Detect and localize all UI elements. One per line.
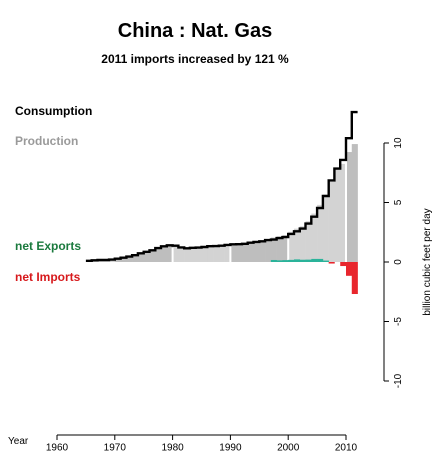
net-exports-bar-2006 <box>322 260 329 262</box>
y-tick-label-5: 5 <box>393 199 404 205</box>
x-tick-label-1970: 1970 <box>104 442 127 453</box>
production-bar-1996 <box>265 240 272 262</box>
net-exports-bar-1999 <box>282 260 289 262</box>
legend-production: Production <box>15 134 78 148</box>
chart-title: China : Nat. Gas <box>118 20 272 42</box>
x-tick-label-1990: 1990 <box>219 442 242 453</box>
plot-area <box>85 110 358 295</box>
production-bar-1992 <box>241 243 249 262</box>
production-bar-2001 <box>293 228 301 262</box>
production-bar-1973 <box>132 255 139 262</box>
production-bar-1969 <box>109 259 116 262</box>
chart-subtitle: 2011 imports increased by 121 % <box>101 52 289 66</box>
net-exports-bar-2003 <box>305 259 312 262</box>
net-exports-bar-2002 <box>299 259 306 262</box>
production-bar-1975 <box>143 251 150 262</box>
y-tick-label--5: -5 <box>393 317 404 326</box>
y-tick-label-10: 10 <box>393 137 404 149</box>
y-axis-label: billion cubic feet per day <box>422 208 433 315</box>
production-bar-1995 <box>259 241 266 262</box>
production-bar-1991 <box>236 244 243 262</box>
production-bar-1976 <box>149 250 156 262</box>
net-imports-bar-2010 <box>346 262 353 276</box>
net-imports-bar-2007 <box>328 262 335 264</box>
production-bar-1982 <box>184 248 191 262</box>
production-bar-1997 <box>270 237 277 262</box>
production-bar-2006 <box>322 194 329 262</box>
production-bar-1971 <box>120 257 127 262</box>
production-bar-2010 <box>346 152 353 262</box>
production-bar-1988 <box>218 245 225 262</box>
production-bar-1985 <box>201 247 208 262</box>
legend-net-imports: net Imports <box>15 270 81 284</box>
production-bar-1994 <box>253 241 260 262</box>
production-bar-1970 <box>114 258 121 262</box>
x-tick-label-2000: 2000 <box>277 442 300 453</box>
production-bar-2008 <box>334 168 341 262</box>
net-exports-bar-2005 <box>317 258 324 262</box>
production-bar-1978 <box>161 246 168 262</box>
net-exports-bar-1998 <box>276 260 283 262</box>
y-tick-label-0: 0 <box>393 259 404 265</box>
production-bar-1987 <box>213 246 220 262</box>
production-bar-2005 <box>317 204 324 262</box>
net-exports-bar-2004 <box>311 258 318 262</box>
net-imports-bar-2011 <box>351 262 358 295</box>
net-exports-bar-2001 <box>293 259 301 262</box>
production-bar-1980 <box>172 245 179 262</box>
production-bar-1984 <box>195 247 202 262</box>
production-bar-1979 <box>166 245 173 262</box>
production-bar-1974 <box>137 253 144 262</box>
production-bar-2000 <box>288 231 295 262</box>
production-bar-1981 <box>178 247 185 262</box>
production-bar-2009 <box>340 163 347 262</box>
production-bar-1972 <box>126 256 133 262</box>
x-tick-label-2010: 2010 <box>335 442 358 453</box>
production-bar-1998 <box>276 236 283 262</box>
production-bar-1983 <box>189 247 197 262</box>
x-axis-label: Year <box>8 436 29 447</box>
production-bar-1977 <box>155 248 162 262</box>
x-tick-label-1960: 1960 <box>46 442 69 453</box>
production-bar-1993 <box>247 242 254 262</box>
production-bar-2007 <box>328 181 335 262</box>
consumption-line <box>85 110 358 262</box>
production-bar-1989 <box>224 244 231 262</box>
production-bar-1990 <box>230 244 237 262</box>
legend-consumption: Consumption <box>15 104 92 118</box>
x-axis: 1960 1970 1980 1990 2000 2010 <box>46 434 358 453</box>
y-axis: -10 -5 0 5 10 <box>383 137 404 388</box>
production-bar-2003 <box>305 221 312 262</box>
y-tick-label--10: -10 <box>393 373 404 388</box>
production-bar-2002 <box>299 226 306 262</box>
production-bar-2004 <box>311 213 318 262</box>
net-exports-bar-1997 <box>270 259 277 262</box>
legend-net-exports: net Exports <box>15 239 81 253</box>
net-imports-bar-2009 <box>340 262 347 267</box>
production-bar-1999 <box>282 235 289 262</box>
net-exports-bar-2000 <box>288 259 295 262</box>
production-bar-1986 <box>207 246 214 262</box>
production-bar-2011 <box>351 144 358 262</box>
x-tick-label-1980: 1980 <box>161 442 184 453</box>
